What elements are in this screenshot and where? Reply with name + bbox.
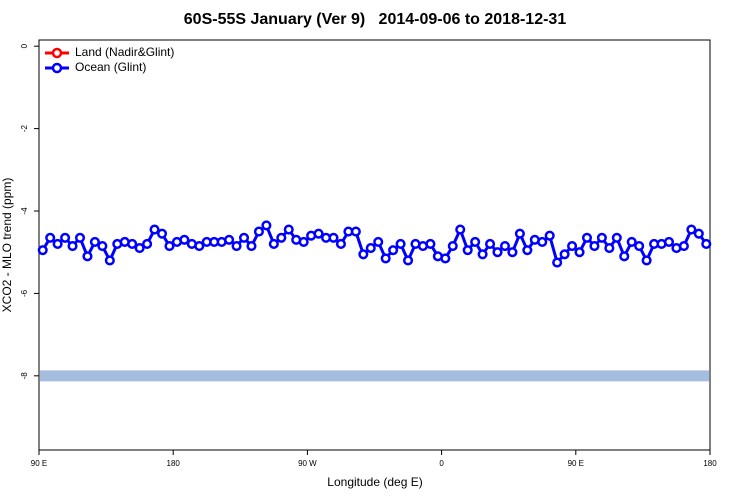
data-point <box>231 240 242 252</box>
data-point <box>678 240 689 252</box>
data-point <box>485 238 496 250</box>
data-point <box>447 240 458 252</box>
x-tick-label: 90 E <box>568 459 584 468</box>
data-point <box>634 240 645 252</box>
data-point <box>60 232 71 243</box>
data-point <box>283 224 294 235</box>
data-point <box>440 253 451 264</box>
data-point <box>611 232 622 243</box>
chart-title: 60S-55S January (Ver 9) 2014-09-06 to 20… <box>184 11 567 28</box>
data-point <box>604 243 615 254</box>
data-point <box>194 240 205 252</box>
data-point <box>663 236 675 247</box>
data-point <box>179 234 190 245</box>
data-point <box>686 224 697 235</box>
data-point <box>403 255 414 266</box>
data-point <box>365 243 376 254</box>
y-tick-label: 0 <box>20 43 29 48</box>
data-point <box>693 228 704 239</box>
data-point <box>89 236 100 247</box>
data-point <box>380 253 391 264</box>
data-point <box>268 238 279 250</box>
data-point <box>492 247 503 258</box>
x-tick-label: 90 W <box>298 459 317 468</box>
data-point <box>52 238 63 250</box>
data-point <box>641 255 652 266</box>
data-point <box>507 247 518 258</box>
data-point <box>499 240 511 252</box>
data-point <box>142 238 153 250</box>
data-point <box>537 236 548 247</box>
legend-marker <box>51 62 63 74</box>
data-point <box>335 238 347 250</box>
data-point <box>246 240 257 252</box>
y-tick-label: -4 <box>20 207 29 215</box>
data-point <box>373 236 384 247</box>
data-point <box>626 236 637 247</box>
data-point <box>127 238 138 250</box>
data-point <box>559 249 570 260</box>
data-point <box>276 232 287 243</box>
y-tick-label: -6 <box>20 289 29 297</box>
data-point <box>224 234 235 245</box>
data-point <box>74 232 86 243</box>
data-point <box>134 243 145 254</box>
x-tick-label: 180 <box>167 459 181 468</box>
data-point <box>350 226 361 237</box>
legend-label: Land (Nadir&Glint) <box>75 45 174 59</box>
data-point <box>522 245 533 256</box>
data-point <box>552 257 563 268</box>
y-tick-label: -2 <box>20 124 29 132</box>
data-point <box>477 249 488 260</box>
data-point <box>425 238 436 250</box>
data-point <box>619 251 630 262</box>
data-point <box>164 240 175 252</box>
data-point <box>37 245 48 256</box>
y-axis-label: XCO2 - MLO trend (ppm) <box>0 178 14 313</box>
x-tick-label: 180 <box>703 459 717 468</box>
legend-marker <box>51 47 63 59</box>
data-point <box>596 232 607 243</box>
data-point <box>45 232 56 243</box>
data-point <box>514 228 525 239</box>
data-point <box>328 232 339 243</box>
data-point <box>574 247 585 258</box>
data-point <box>82 251 93 262</box>
data-point <box>67 240 78 252</box>
data-point <box>253 226 264 237</box>
data-point <box>238 232 250 243</box>
data-point <box>462 245 473 256</box>
data-point <box>589 240 600 252</box>
data-point <box>298 236 309 247</box>
data-point <box>261 220 272 231</box>
data-point <box>701 238 712 250</box>
data-point <box>395 238 406 250</box>
data-point <box>104 255 115 266</box>
data-point <box>581 232 593 243</box>
x-axis-label: Longitude (deg E) <box>327 475 422 489</box>
data-point <box>97 240 108 252</box>
data-point <box>313 228 324 239</box>
data-point <box>470 236 481 247</box>
data-point <box>567 240 578 252</box>
x-tick-label: 90 E <box>31 459 47 468</box>
y-tick-label: -8 <box>20 372 29 380</box>
data-point <box>149 224 160 235</box>
x-tick-label: 0 <box>439 459 444 468</box>
data-point <box>544 230 555 241</box>
legend-label: Ocean (Glint) <box>75 60 146 74</box>
data-point <box>358 249 369 260</box>
data-point <box>455 224 466 235</box>
data-point <box>388 245 399 256</box>
data-point <box>156 228 168 239</box>
